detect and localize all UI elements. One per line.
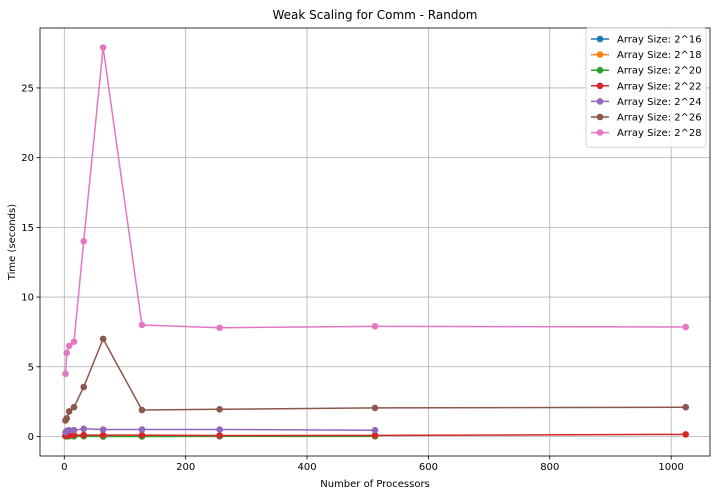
legend-item: Array Size: 2^26 [591,113,702,124]
x-axis-title: Number of Processors [320,479,430,490]
data-point [138,426,146,433]
legend-box [585,27,707,148]
data-point [371,323,379,330]
x-tick-label: 800 [540,462,559,473]
legend-marker [596,82,604,90]
data-point [65,342,73,350]
legend-marker [596,66,604,74]
legend-label: Array Size: 2^28 [617,128,702,139]
legend: Array Size: 2^16 Array Size: 2^18 Array Si… [585,27,707,148]
legend-marker [596,35,604,43]
legend-label: Array Size: 2^16 [617,35,702,46]
data-point [99,426,107,433]
x-tick-label: 1000 [658,462,683,473]
legend-label: Array Size: 2^26 [617,113,702,124]
y-tick-label: 5 [28,362,34,373]
series-line [64,338,686,421]
data-point [80,383,87,391]
plot-frame [39,27,711,457]
data-point [371,426,379,434]
data-point [70,338,78,345]
axis-ticks: 0 200 400 600 800 1000 0 5 10 15 20 25 [21,83,684,473]
data-point [682,431,690,438]
data-point [682,403,690,411]
legend-item: Array Size: 2^22 [591,81,702,92]
data-point [216,432,223,439]
legend-marker [596,113,604,121]
legend-label: Array Size: 2^22 [617,81,702,92]
y-tick-label: 15 [21,223,34,234]
data-point [682,323,690,331]
data-point [63,415,71,422]
data-point [70,403,78,411]
data-point [80,425,87,433]
legend-label: Array Size: 2^18 [617,50,702,61]
data-point [138,321,146,329]
data-point [216,405,223,413]
legend-marker [596,51,604,58]
data-point [62,370,69,378]
data-point [65,408,73,415]
data-point [371,404,379,412]
series-4 [62,431,690,440]
y-tick-label: 10 [21,293,34,304]
series-6 [62,335,690,424]
data-point [99,431,107,439]
x-tick-label: 400 [297,462,316,473]
data-point [65,426,73,434]
legend-item: Array Size: 2^24 [591,97,702,108]
data-point [63,349,71,357]
legend-item: Array Size: 2^16 [591,35,702,46]
data-point [80,431,87,439]
legend-label: Array Size: 2^24 [617,97,702,108]
data-point [216,324,223,332]
series-line [64,46,686,374]
y-tick-label: 0 [28,432,34,443]
legend-label: Array Size: 2^20 [617,66,702,77]
legend-item: Array Size: 2^20 [591,66,702,77]
legend-item: Array Size: 2^28 [591,128,702,139]
data-point [138,431,146,439]
y-tick-label: 25 [21,83,34,94]
data-point [99,335,107,343]
series-layer [62,44,690,440]
data-point [99,44,107,51]
series-5 [62,425,379,436]
data-point [70,431,78,439]
legend-marker [596,129,604,136]
data-point [216,426,223,433]
x-tick-label: 200 [176,462,195,473]
legend-marker [596,98,604,105]
grid-lines [40,28,710,456]
x-tick-label: 0 [61,462,67,473]
y-tick-label: 20 [21,153,34,164]
data-point [371,432,379,439]
y-axis-title: Time (seconds) [7,204,18,281]
series-7 [62,44,690,378]
legend-item: Array Size: 2^18 [591,50,702,61]
data-point [138,406,146,414]
chart-title: Weak Scaling for Comm - Random [273,8,478,22]
data-point [80,238,87,245]
x-tick-label: 600 [419,462,438,473]
data-point [70,426,78,434]
